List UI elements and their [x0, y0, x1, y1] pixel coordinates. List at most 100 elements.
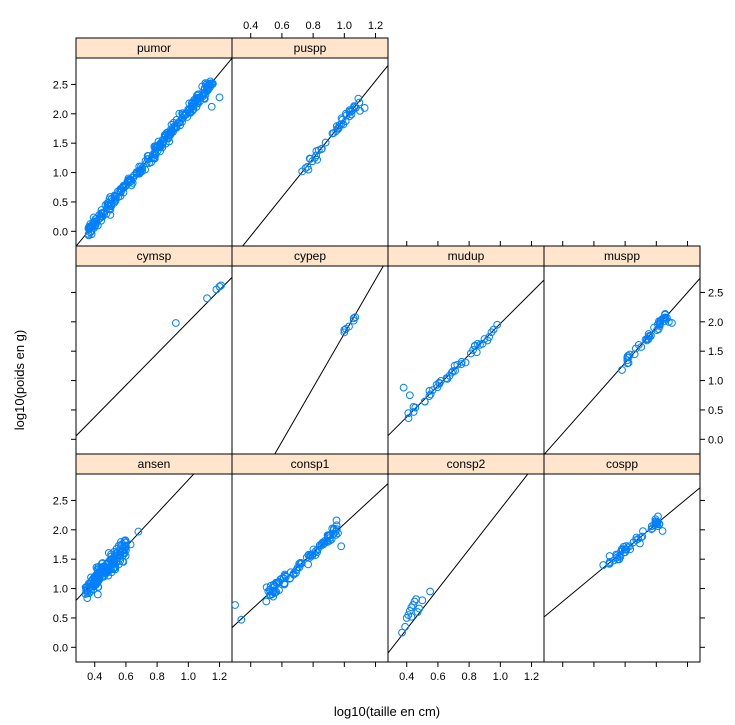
y-tick-label: 2.0: [708, 317, 723, 329]
data-point: [405, 606, 414, 615]
data-point: [110, 556, 119, 565]
data-point: [112, 548, 121, 557]
data-point: [453, 360, 462, 369]
data-point: [237, 615, 246, 624]
data-point: [150, 150, 159, 159]
data-point: [632, 536, 641, 544]
panel-puspp: puspp: [231, 37, 389, 247]
data-point: [644, 330, 653, 338]
data-point: [112, 192, 121, 201]
panel-frame: [75, 265, 233, 455]
data-point: [339, 120, 348, 129]
panel-frame: [231, 473, 389, 663]
data-point: [613, 555, 622, 564]
panel-ansen: ansen: [75, 453, 233, 663]
data-point: [215, 93, 224, 102]
data-point: [272, 578, 281, 587]
data-point: [116, 188, 125, 197]
data-point: [321, 138, 330, 147]
panel-consp2: consp2: [387, 453, 545, 663]
data-point: [107, 550, 116, 559]
data-point: [605, 552, 614, 560]
data-point: [104, 201, 113, 209]
x-tick-label: 0.8: [149, 671, 164, 683]
y-tick-label: 1.0: [53, 584, 68, 596]
regression-line: [274, 266, 384, 454]
data-point: [622, 545, 631, 554]
data-point: [295, 563, 304, 572]
data-point: [413, 608, 422, 616]
data-point: [349, 316, 358, 325]
data-point: [329, 529, 338, 538]
data-point: [426, 587, 435, 596]
panel-content: [76, 474, 195, 603]
x-tick-label: 1.2: [368, 20, 383, 32]
data-point: [355, 98, 364, 107]
data-point: [398, 628, 406, 637]
data-point: [409, 403, 418, 411]
panel-content: [76, 58, 232, 246]
data-point: [631, 344, 640, 353]
data-point: [461, 358, 470, 367]
data-point: [200, 84, 209, 92]
data-point: [655, 520, 664, 528]
data-point: [200, 95, 209, 103]
data-point: [425, 387, 434, 395]
y-tick-label: 2.5: [53, 495, 68, 507]
y-tick-label: 1.5: [53, 554, 68, 566]
data-point: [106, 555, 115, 564]
data-point: [151, 149, 160, 158]
x-tick-label: 0.6: [430, 671, 445, 683]
data-point: [399, 383, 408, 392]
data-point: [126, 540, 135, 549]
data-point: [89, 574, 97, 583]
data-point: [347, 110, 356, 119]
y-tick-label: 0.5: [53, 197, 68, 209]
data-point: [432, 381, 441, 389]
data-point: [349, 314, 358, 323]
data-point: [412, 595, 420, 604]
regression-line: [76, 277, 232, 437]
x-tick-label: 0.4: [399, 671, 414, 683]
data-point: [141, 157, 150, 165]
data-point: [217, 281, 225, 290]
y-tick-label: 1.5: [53, 138, 68, 150]
data-point: [116, 538, 125, 546]
data-point: [425, 392, 434, 400]
data-point: [110, 194, 119, 203]
data-point: [191, 98, 200, 107]
data-point: [351, 313, 360, 322]
data-point: [116, 184, 125, 193]
data-point: [327, 535, 336, 544]
panel-content: [544, 278, 700, 454]
x-tick-label: 1.0: [337, 20, 352, 32]
data-point: [407, 603, 416, 612]
strip-label: cospp: [606, 457, 638, 471]
data-point: [262, 597, 271, 606]
data-point: [660, 317, 669, 325]
data-point: [155, 143, 164, 152]
data-point: [415, 604, 424, 613]
data-point: [159, 137, 167, 146]
panel-content: [242, 65, 388, 246]
data-point: [639, 527, 647, 536]
data-point: [152, 143, 161, 152]
data-point: [623, 351, 632, 360]
data-point: [306, 155, 315, 163]
data-point: [82, 584, 90, 593]
data-point: [142, 159, 151, 167]
y-tick-label: 0.0: [53, 642, 68, 654]
y-axis-label: log10(poids en g): [12, 330, 27, 430]
data-point: [176, 121, 185, 130]
data-point: [105, 204, 114, 213]
data-point: [308, 550, 317, 559]
data-point: [275, 578, 284, 587]
data-point: [404, 409, 413, 418]
panel-content: [76, 277, 232, 437]
data-point: [345, 112, 354, 121]
panel-frame: [231, 57, 389, 247]
data-point: [467, 349, 475, 358]
data-point: [84, 224, 93, 233]
data-point: [121, 546, 130, 555]
